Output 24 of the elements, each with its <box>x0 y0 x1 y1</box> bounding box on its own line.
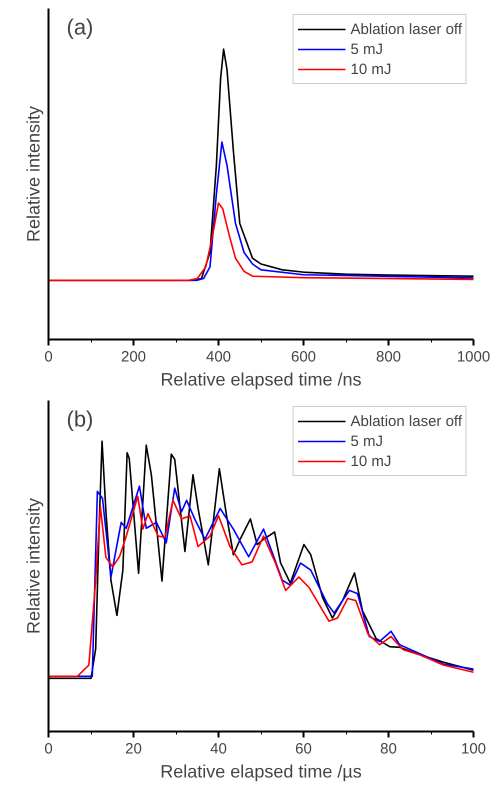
x-axis-title: Relative elapsed time /ns <box>160 370 362 390</box>
x-tick-label: 40 <box>210 740 227 758</box>
x-tick-label: 1000 <box>456 348 490 366</box>
x-tick-label: 0 <box>44 348 53 366</box>
x-tick-label: 20 <box>125 740 142 758</box>
legend-label: 10 mJ <box>350 60 392 78</box>
x-tick-label: 400 <box>206 348 232 366</box>
text: (a) <box>66 14 94 40</box>
legend-label: Ablation laser off <box>350 20 462 38</box>
legend-label: 5 mJ <box>350 40 384 58</box>
legend-label: 5 mJ <box>350 432 384 450</box>
x-tick-label: 200 <box>120 348 146 366</box>
y-axis-title: Relative intensity <box>24 106 44 242</box>
x-axis-title: Relative elapsed time /µs <box>160 762 362 782</box>
x-tick-label: 600 <box>290 348 316 366</box>
x-tick-label: 800 <box>376 348 402 366</box>
x-tick-label: 0 <box>44 740 53 758</box>
x-tick-label: 80 <box>380 740 397 758</box>
legend-label: 10 mJ <box>350 452 392 470</box>
x-tick-label: 100 <box>460 740 486 758</box>
x-tick-label: 60 <box>295 740 312 758</box>
text: (b) <box>66 406 94 432</box>
legend-label: Ablation laser off <box>350 412 462 430</box>
y-axis-title: Relative intensity <box>24 498 44 634</box>
